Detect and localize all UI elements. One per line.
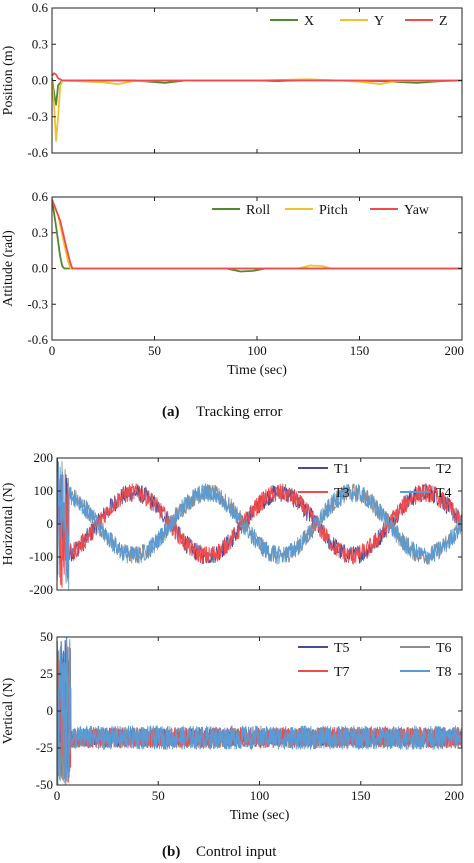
vertical-x-tick-label: 200: [445, 788, 465, 803]
caption-b-text: Control input: [196, 844, 277, 860]
position-series-group: [52, 72, 462, 142]
horizontal-series-group: [57, 458, 462, 590]
horizontal-legend-label-t4: T4: [436, 486, 452, 501]
vertical-x-axis-label: Time (sec): [230, 808, 290, 823]
attitude-x-axis-label: Time (sec): [227, 363, 287, 378]
attitude-legend: Roll Pitch Yaw: [212, 203, 430, 218]
attitude-series-group: [52, 199, 462, 273]
vertical-x-tick-label: 150: [351, 788, 371, 803]
position-y-tick-label: 0.0: [32, 73, 48, 88]
horizontal-legend-label-t3: T3: [334, 486, 350, 501]
horizontal-y-tick-label: 0: [47, 516, 54, 531]
caption-a-label: (a): [162, 404, 180, 420]
vertical-x-tick-label: 0: [54, 788, 61, 803]
position-series-z: [52, 72, 462, 82]
horizontal-y-tick-label: -200: [29, 582, 53, 597]
caption-a: (a) Tracking error: [162, 404, 283, 420]
position-legend-label-x: X: [304, 14, 314, 29]
attitude-y-tick-label: -0.6: [27, 332, 48, 347]
vertical-legend-label-t6: T6: [436, 641, 452, 656]
vertical-y-tick-label: -50: [36, 777, 53, 792]
attitude-series-yaw: [52, 199, 462, 270]
attitude-x-tick-label: 50: [148, 343, 161, 358]
position-y-axis-label: Position (m): [1, 45, 16, 115]
attitude-x-tick-label: 200: [445, 343, 465, 358]
position-y-tick-label: 0.6: [32, 0, 49, 15]
vertical-y-tick-label: 50: [40, 629, 53, 644]
horizontal-legend-label-t1: T1: [334, 462, 350, 477]
horizontal-y-tick-label: -100: [29, 549, 53, 564]
horizontal-chart: 200 100 0 -100 -200 Horizontal (N) T1 T2 T3 T4: [1, 450, 463, 597]
vertical-legend-label-t5: T5: [334, 641, 350, 656]
caption-b-label: (b): [162, 844, 180, 860]
attitude-x-tick-label: 100: [247, 343, 267, 358]
vertical-series-group: [57, 637, 462, 785]
position-legend-label-y: Y: [374, 14, 384, 29]
position-legend-label-z: Z: [439, 14, 448, 29]
horizontal-legend: T1 T2 T3 T4: [298, 462, 452, 501]
horizontal-legend-label-t2: T2: [436, 462, 452, 477]
vertical-x-tick-label: 100: [250, 788, 270, 803]
attitude-legend-label-yaw: Yaw: [404, 203, 430, 218]
attitude-x-tick-label: 150: [350, 343, 370, 358]
position-y-tick-label: -0.6: [27, 145, 48, 160]
vertical-legend-label-t7: T7: [334, 665, 350, 680]
attitude-y-axis-label: Attitude (rad): [1, 230, 16, 307]
horizontal-series-t3: [57, 473, 462, 589]
attitude-y-tick-label: 0.0: [32, 261, 48, 276]
horizontal-y-tick-label: 200: [34, 450, 54, 465]
horizontal-y-axis-label: Horizontal (N): [1, 482, 16, 565]
attitude-chart: 0.6 0.3 0.0 -0.3 -0.60 50 100 150 200 Time (sec) A…: [1, 189, 464, 378]
vertical-series-t8: [57, 637, 462, 785]
caption-b: (b) Control input: [162, 844, 277, 860]
vertical-y-axis-label: Vertical (N): [1, 677, 16, 744]
horizontal-y-tick-label: 100: [34, 483, 54, 498]
vertical-y-tick-label: -25: [36, 740, 53, 755]
position-legend: X Y Z: [270, 14, 448, 29]
position-y-tick-label: -0.3: [27, 109, 48, 124]
attitude-legend-label-pitch: Pitch: [319, 203, 348, 218]
vertical-legend-label-t8: T8: [436, 665, 452, 680]
vertical-x-tick-label: 50: [152, 788, 165, 803]
horizontal-series-t4: [57, 461, 462, 590]
attitude-x-tick-label: 0: [49, 343, 56, 358]
position-y-tick-label: 0.3: [32, 36, 48, 51]
attitude-legend-label-roll: Roll: [246, 203, 270, 218]
attitude-y-tick-label: 0.3: [32, 225, 48, 240]
position-chart: 0.6 0.3 0.0 -0.3 -0.6 Position (m) X Y Z: [1, 0, 463, 160]
vertical-legend: T5 T6 T7 T8: [298, 641, 452, 680]
caption-a-text: Tracking error: [196, 404, 283, 420]
vertical-y-tick-label: 0: [47, 703, 54, 718]
attitude-y-tick-label: 0.6: [32, 189, 49, 204]
vertical-y-tick-label: 25: [40, 666, 53, 681]
attitude-y-tick-label: -0.3: [27, 296, 48, 311]
